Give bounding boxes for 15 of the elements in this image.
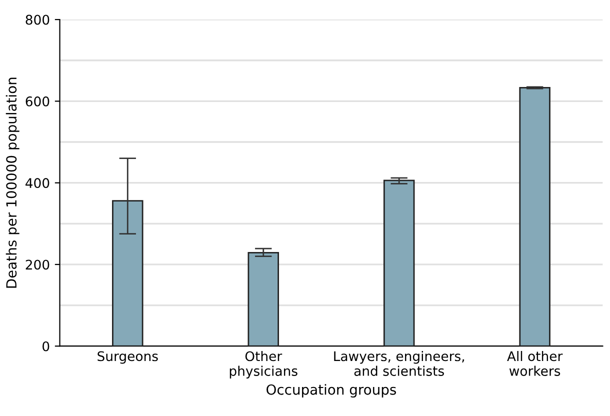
x-axis-title: Occupation groups (266, 384, 396, 398)
y-tick-label: 400 (26, 178, 50, 188)
y-tick-label: 800 (26, 14, 50, 25)
x-tick-label: Lawyers, engineers, and scientists (334, 350, 464, 376)
bar (112, 200, 144, 346)
bar (519, 87, 550, 346)
x-tick-label: Other physicians (230, 350, 298, 379)
x-tick-label: All other workers (507, 350, 563, 376)
x-tick-label: Surgeons (98, 351, 158, 364)
y-tick-label: 200 (26, 260, 50, 270)
bar (383, 180, 415, 346)
y-axis-title: Deaths per 100000 population (6, 78, 20, 288)
bar (248, 252, 279, 346)
y-tick-label: 600 (26, 96, 50, 106)
y-tick-label: 0 (42, 341, 50, 352)
